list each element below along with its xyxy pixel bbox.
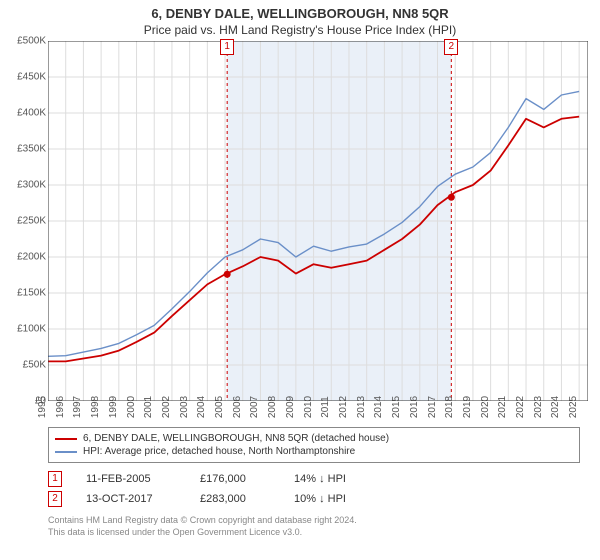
x-tick-label: 2008 [267, 396, 278, 418]
y-tick-label: £350K [2, 144, 46, 155]
y-tick-label: £250K [2, 216, 46, 227]
transaction-row: 2 13-OCT-2017 £283,000 10% ↓ HPI [48, 489, 580, 509]
chart-container: 6, DENBY DALE, WELLINGBOROUGH, NN8 5QR P… [0, 0, 600, 560]
x-tick-label: 2006 [232, 396, 243, 418]
marker-label: 2 [444, 39, 458, 55]
x-tick-label: 2015 [391, 396, 402, 418]
x-tick-label: 1998 [90, 396, 101, 418]
x-tick-label: 2019 [462, 396, 473, 418]
x-tick-label: 2000 [126, 396, 137, 418]
marker-label: 1 [220, 39, 234, 55]
footer-attribution: Contains HM Land Registry data © Crown c… [48, 515, 580, 538]
x-tick-label: 2011 [320, 396, 331, 418]
x-tick-label: 2022 [515, 396, 526, 418]
legend-item: 6, DENBY DALE, WELLINGBOROUGH, NN8 5QR (… [55, 432, 573, 445]
y-tick-label: £200K [2, 252, 46, 263]
transaction-delta: 14% ↓ HPI [294, 473, 346, 485]
x-tick-label: 2017 [427, 396, 438, 418]
x-tick-label: 2016 [409, 396, 420, 418]
chart-area: £0£50K£100K£150K£200K£250K£300K£350K£400… [48, 41, 588, 401]
footer-line-1: Contains HM Land Registry data © Crown c… [48, 515, 580, 527]
x-tick-label: 2001 [143, 396, 154, 418]
x-tick-label: 1999 [108, 396, 119, 418]
y-tick-label: £150K [2, 288, 46, 299]
x-tick-label: 2025 [568, 396, 579, 418]
y-tick-label: £400K [2, 108, 46, 119]
footer-line-2: This data is licensed under the Open Gov… [48, 527, 580, 539]
legend-swatch [55, 451, 77, 453]
chart-subtitle: Price paid vs. HM Land Registry's House … [0, 21, 600, 41]
x-tick-label: 2018 [444, 396, 455, 418]
x-tick-label: 2010 [303, 396, 314, 418]
transaction-price: £176,000 [200, 473, 270, 485]
x-tick-label: 2021 [497, 396, 508, 418]
x-tick-label: 2012 [338, 396, 349, 418]
transaction-date: 13-OCT-2017 [86, 493, 176, 505]
line-chart-svg [48, 41, 588, 401]
chart-title: 6, DENBY DALE, WELLINGBOROUGH, NN8 5QR [0, 0, 600, 21]
x-tick-label: 2009 [285, 396, 296, 418]
x-tick-label: 2024 [550, 396, 561, 418]
x-tick-label: 2007 [249, 396, 260, 418]
x-tick-label: 2004 [196, 396, 207, 418]
legend-box: 6, DENBY DALE, WELLINGBOROUGH, NN8 5QR (… [48, 427, 580, 463]
y-tick-label: £450K [2, 72, 46, 83]
transactions-table: 1 11-FEB-2005 £176,000 14% ↓ HPI 2 13-OCT-201… [48, 469, 580, 509]
x-tick-label: 2002 [161, 396, 172, 418]
y-tick-label: £50K [2, 360, 46, 371]
legend-label: HPI: Average price, detached house, Nort… [83, 446, 355, 457]
x-tick-label: 2023 [533, 396, 544, 418]
transaction-marker: 2 [48, 491, 62, 507]
x-tick-label: 2020 [480, 396, 491, 418]
y-tick-label: £500K [2, 36, 46, 47]
transaction-row: 1 11-FEB-2005 £176,000 14% ↓ HPI [48, 469, 580, 489]
y-tick-label: £300K [2, 180, 46, 191]
legend-swatch [55, 438, 77, 440]
legend-label: 6, DENBY DALE, WELLINGBOROUGH, NN8 5QR (… [83, 433, 389, 444]
x-tick-label: 2014 [373, 396, 384, 418]
legend-item: HPI: Average price, detached house, Nort… [55, 445, 573, 458]
y-tick-label: £100K [2, 324, 46, 335]
x-tick-label: 1996 [55, 396, 66, 418]
x-tick-label: 1995 [37, 396, 48, 418]
x-tick-label: 2003 [179, 396, 190, 418]
x-tick-label: 1997 [72, 396, 83, 418]
transaction-date: 11-FEB-2005 [86, 473, 176, 485]
x-tick-label: 2013 [356, 396, 367, 418]
transaction-marker: 1 [48, 471, 62, 487]
transaction-delta: 10% ↓ HPI [294, 493, 346, 505]
transaction-price: £283,000 [200, 493, 270, 505]
x-tick-label: 2005 [214, 396, 225, 418]
